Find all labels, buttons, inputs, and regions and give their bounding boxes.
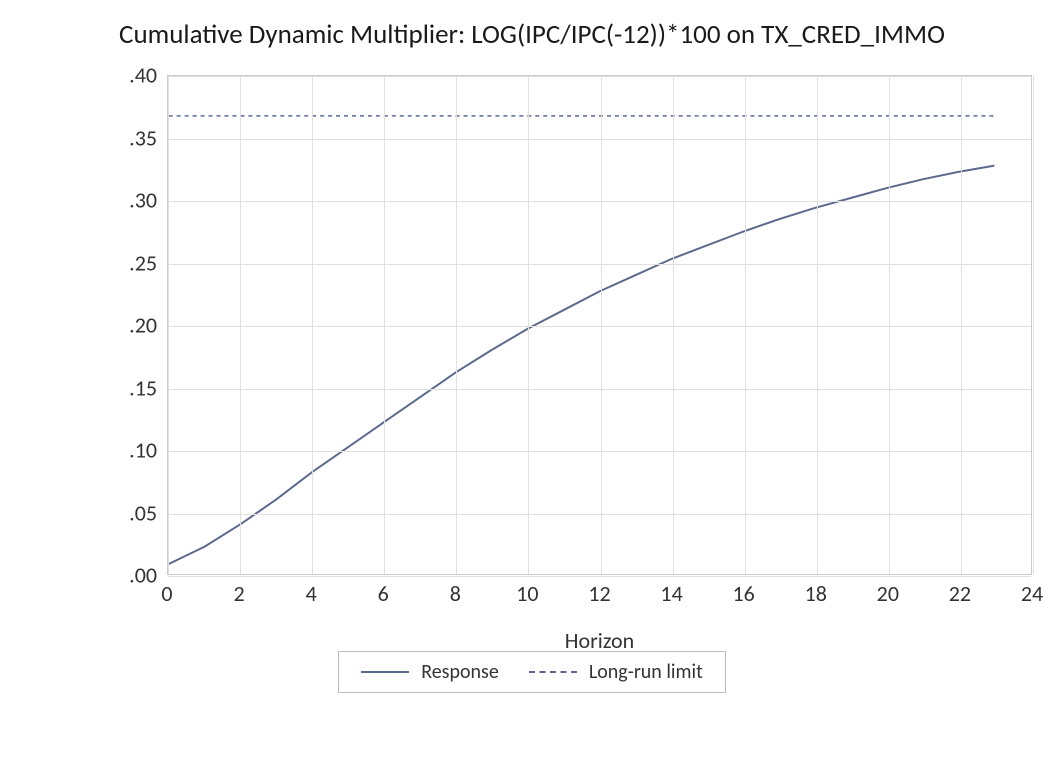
x-axis-title: Horizon — [167, 627, 1032, 654]
ytick-label: .40 — [97, 62, 157, 89]
chart-container: Cumulative Dynamic Multiplier: LOG(IPC/I… — [0, 0, 1064, 770]
xtick-label: 10 — [507, 580, 547, 607]
ytick-label: .15 — [97, 374, 157, 401]
ytick-label: .05 — [97, 499, 157, 526]
legend-item-response: Response — [361, 660, 499, 684]
ytick-label: .35 — [97, 124, 157, 151]
xtick-label: 20 — [868, 580, 908, 607]
legend-swatch-longrun — [529, 671, 577, 673]
legend-label-response: Response — [421, 660, 499, 684]
xtick-label: 4 — [291, 580, 331, 607]
ytick-label: .25 — [97, 249, 157, 276]
xtick-label: 12 — [580, 580, 620, 607]
chart-area: Horizon .00.05.10.15.20.25.30.35.4002468… — [32, 65, 1032, 625]
ytick-label: .10 — [97, 437, 157, 464]
ytick-label: .30 — [97, 187, 157, 214]
legend: Response Long-run limit — [338, 651, 726, 693]
legend-swatch-response — [361, 671, 409, 673]
xtick-label: 24 — [1012, 580, 1052, 607]
chart-title: Cumulative Dynamic Multiplier: LOG(IPC/I… — [119, 18, 945, 51]
xtick-label: 22 — [940, 580, 980, 607]
xtick-label: 8 — [435, 580, 475, 607]
xtick-label: 16 — [724, 580, 764, 607]
ytick-label: .20 — [97, 312, 157, 339]
xtick-label: 2 — [219, 580, 259, 607]
xtick-label: 18 — [796, 580, 836, 607]
xtick-label: 14 — [652, 580, 692, 607]
xtick-label: 0 — [147, 580, 187, 607]
legend-item-longrun: Long-run limit — [529, 660, 703, 684]
chart-svg — [168, 76, 1031, 574]
legend-label-longrun: Long-run limit — [589, 660, 703, 684]
plot-region — [167, 75, 1032, 575]
xtick-label: 6 — [363, 580, 403, 607]
response-line — [169, 166, 995, 564]
